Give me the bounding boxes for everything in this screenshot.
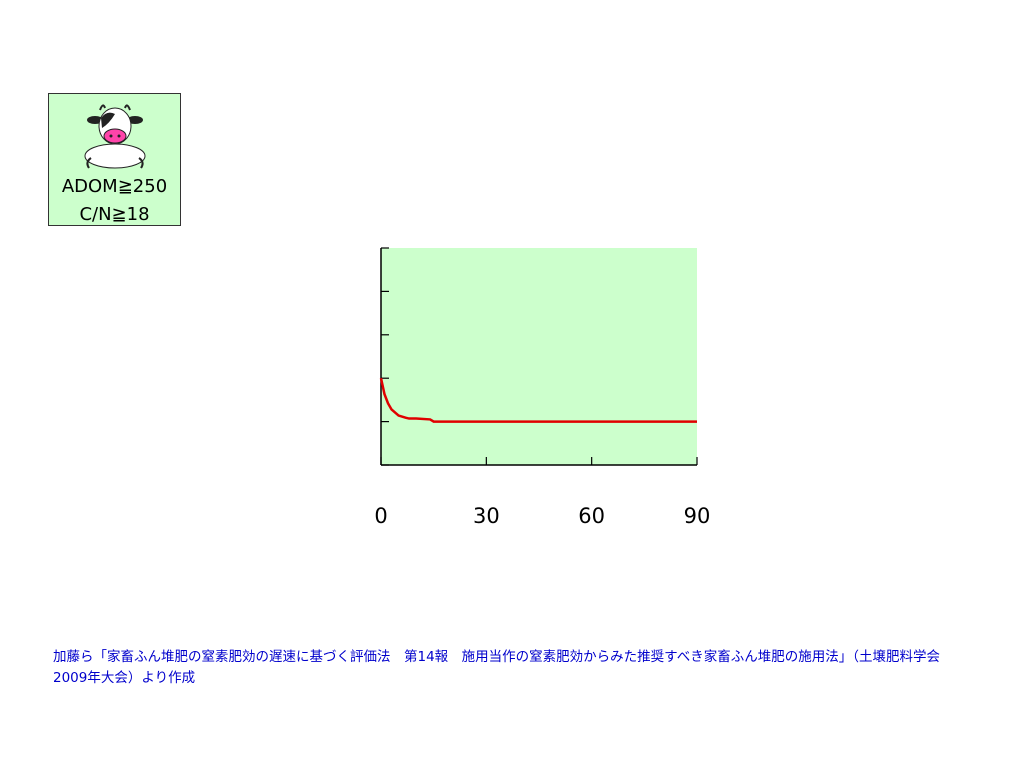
x-tick-label: 60 [578,504,605,528]
badge-line: ADOM≧250 [61,176,168,197]
x-tick-label: 30 [473,504,500,528]
badge-line: C/N≧18 [79,204,150,225]
cow-icon [84,104,145,169]
chart: 0 30 60 90 [374,247,711,528]
plot-area [381,248,697,465]
x-tick-label: 0 [374,504,387,528]
badge: ADOM≧250 C/N≧18 [48,93,181,226]
source-note: 加藤ら「家畜ふん堆肥の窒素肥効の遅速に基づく評価法 第14報 施用当作の窒素肥効… [53,649,940,686]
line-series [379,377,697,423]
x-tick-label: 90 [684,504,711,528]
